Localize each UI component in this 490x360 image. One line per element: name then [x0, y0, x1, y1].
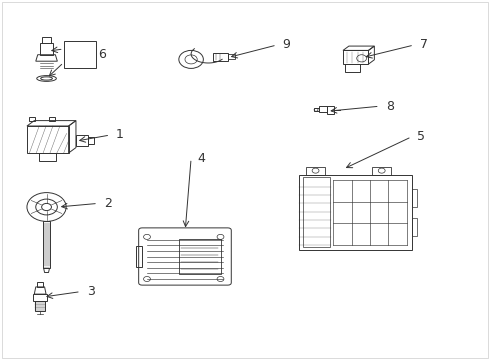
Text: 4: 4	[197, 152, 205, 165]
Bar	[327, 106, 334, 114]
Bar	[318, 106, 327, 112]
Bar	[88, 137, 94, 144]
Bar	[412, 189, 417, 207]
Bar	[412, 218, 417, 236]
Bar	[35, 301, 45, 311]
Bar	[76, 135, 88, 146]
Text: 7: 7	[420, 39, 428, 51]
Bar	[42, 37, 51, 43]
Text: 8: 8	[386, 100, 393, 113]
Bar	[228, 54, 235, 59]
Text: 2: 2	[104, 197, 112, 210]
Bar	[33, 294, 47, 301]
Bar	[27, 126, 69, 153]
Bar	[43, 221, 50, 268]
Bar	[29, 117, 35, 121]
Text: 9: 9	[283, 39, 291, 51]
Bar	[213, 53, 228, 61]
Bar	[372, 167, 391, 175]
Bar	[345, 64, 360, 72]
Bar	[343, 50, 368, 64]
Bar	[39, 153, 56, 161]
Text: 5: 5	[417, 130, 425, 143]
Text: 6: 6	[98, 48, 106, 62]
Bar	[64, 41, 96, 68]
Bar	[49, 117, 55, 121]
Text: 3: 3	[87, 285, 95, 298]
Bar	[299, 175, 412, 250]
Bar	[179, 239, 220, 274]
Bar	[303, 177, 330, 247]
Bar	[40, 43, 53, 55]
Bar	[37, 282, 43, 287]
Text: 1: 1	[116, 129, 124, 141]
Bar	[306, 167, 325, 175]
